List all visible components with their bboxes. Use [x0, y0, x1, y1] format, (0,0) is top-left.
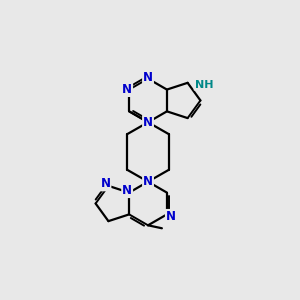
Text: N: N	[143, 71, 153, 84]
Text: N: N	[143, 116, 153, 129]
Text: N: N	[166, 210, 176, 223]
Text: N: N	[143, 175, 153, 188]
Text: N: N	[122, 83, 132, 96]
Text: N: N	[122, 184, 132, 197]
Text: N: N	[100, 177, 110, 190]
Text: NH: NH	[195, 80, 213, 90]
